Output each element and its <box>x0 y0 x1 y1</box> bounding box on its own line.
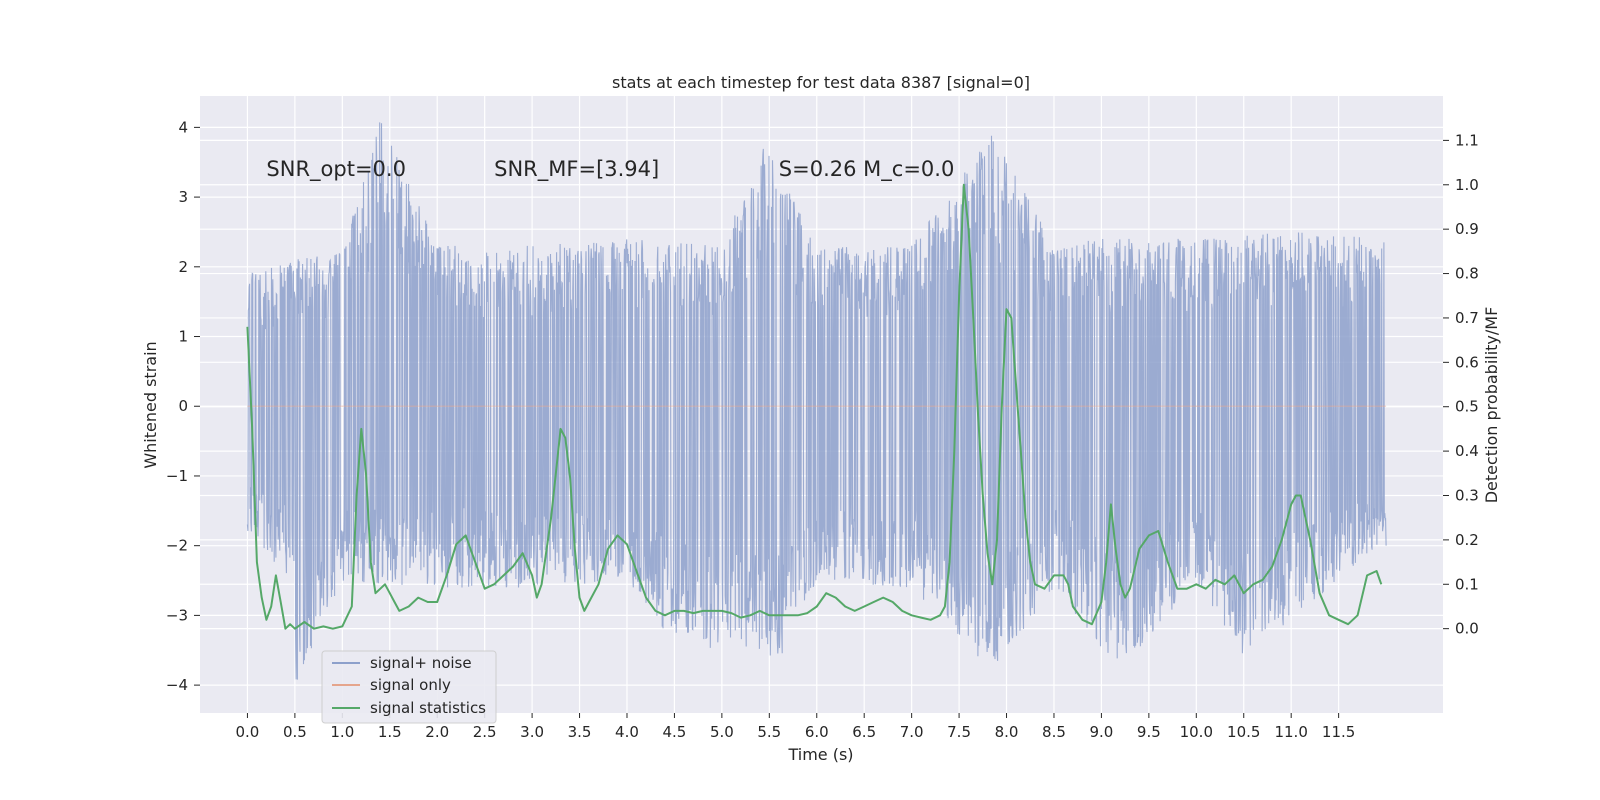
x-tick-label-7: 3.5 <box>568 723 592 741</box>
y-tick-label-8: 4 <box>178 118 188 136</box>
legend-label-signal-only: signal only <box>370 676 451 694</box>
x-tick-label-16: 8.0 <box>995 723 1019 741</box>
x-tick-label-10: 5.0 <box>710 723 734 741</box>
y2-tick-label-1: 0.1 <box>1455 575 1479 593</box>
x-axis-label: Time (s) <box>787 745 853 764</box>
x-tick-label-11: 5.5 <box>757 723 781 741</box>
y-axis-label: Whitened strain <box>141 341 160 468</box>
x-tick-label-21: 10.5 <box>1227 723 1260 741</box>
x-tick-label-22: 11.0 <box>1274 723 1307 741</box>
y2-tick-label-11: 1.1 <box>1455 131 1479 149</box>
y2-tick-label-10: 1.0 <box>1455 176 1479 194</box>
x-tick-label-4: 2.0 <box>425 723 449 741</box>
x-tick-label-8: 4.0 <box>615 723 639 741</box>
y-tick-label-0: −4 <box>166 676 188 694</box>
series-signal-noise <box>246 122 1387 680</box>
y-tick-label-2: −2 <box>166 537 188 555</box>
x-tick-label-18: 9.0 <box>1089 723 1113 741</box>
x-tick-label-5: 2.5 <box>473 723 497 741</box>
x-tick-label-19: 9.5 <box>1137 723 1161 741</box>
x-tick-label-23: 11.5 <box>1322 723 1355 741</box>
y-tick-label-1: −3 <box>166 606 188 624</box>
x-tick-label-2: 1.0 <box>330 723 354 741</box>
y2-tick-label-6: 0.6 <box>1455 353 1479 371</box>
annotations: SNR_opt=0.0 SNR_MF=[3.94] S=0.26 M_c=0.0 <box>266 157 954 182</box>
y-tick-label-4: 0 <box>178 397 188 415</box>
series-layer <box>246 122 1387 680</box>
x-tick-label-17: 8.5 <box>1042 723 1066 741</box>
y2-tick-label-4: 0.4 <box>1455 442 1479 460</box>
x-tick-label-13: 6.5 <box>852 723 876 741</box>
y2-tick-label-9: 0.9 <box>1455 220 1479 238</box>
annotation-0: SNR_opt=0.0 <box>266 157 406 182</box>
annotation-1: SNR_MF=[3.94] <box>494 157 659 182</box>
legend-label-signal-statistics: signal statistics <box>370 699 486 717</box>
x-tick-labels: 0.0 0.5 1.0 1.5 2.0 2.5 3.0 3.5 4.0 4.5 5.0 5.5 6.0 6… <box>236 713 1355 741</box>
series-signal-statistics <box>246 183 1383 630</box>
x-tick-label-9: 4.5 <box>662 723 686 741</box>
x-tick-label-20: 10.0 <box>1180 723 1213 741</box>
y-tick-label-7: 3 <box>178 188 188 206</box>
y2-tick-label-5: 0.5 <box>1455 398 1479 416</box>
y-tick-label-5: 1 <box>178 328 188 346</box>
legend-label-signal-noise: signal+ noise <box>370 654 472 672</box>
chart-title: stats at each timestep for test data 838… <box>612 73 1030 92</box>
y2-tick-label-8: 0.8 <box>1455 265 1479 283</box>
legend: signal+ noise signal only signal statist… <box>321 650 497 724</box>
x-tick-label-14: 7.0 <box>900 723 924 741</box>
x-tick-label-6: 3.0 <box>520 723 544 741</box>
y2-axis-label: Detection probability/MF <box>1482 307 1501 504</box>
y2-tick-label-7: 0.7 <box>1455 309 1479 327</box>
x-tick-label-12: 6.0 <box>805 723 829 741</box>
x-tick-label-1: 0.5 <box>283 723 307 741</box>
y-tick-label-6: 2 <box>178 258 188 276</box>
x-tick-label-15: 7.5 <box>947 723 971 741</box>
annotation-2: S=0.26 M_c=0.0 <box>779 157 955 182</box>
y-tick-labels: −4 −3 −2 −1 0 1 2 3 4 <box>166 118 200 694</box>
legend-box <box>321 650 497 724</box>
y2-tick-labels: 0.0 0.1 0.2 0.3 0.4 0.5 0.6 0.7 0.8 0.9 1.0 1.1 <box>1443 131 1479 638</box>
y2-tick-label-3: 0.3 <box>1455 486 1479 504</box>
x-tick-label-3: 1.5 <box>378 723 402 741</box>
y2-tick-label-0: 0.0 <box>1455 620 1479 638</box>
x-tick-label-0: 0.0 <box>236 723 260 741</box>
y2-tick-label-2: 0.2 <box>1455 531 1479 549</box>
y-tick-label-3: −1 <box>166 467 188 485</box>
